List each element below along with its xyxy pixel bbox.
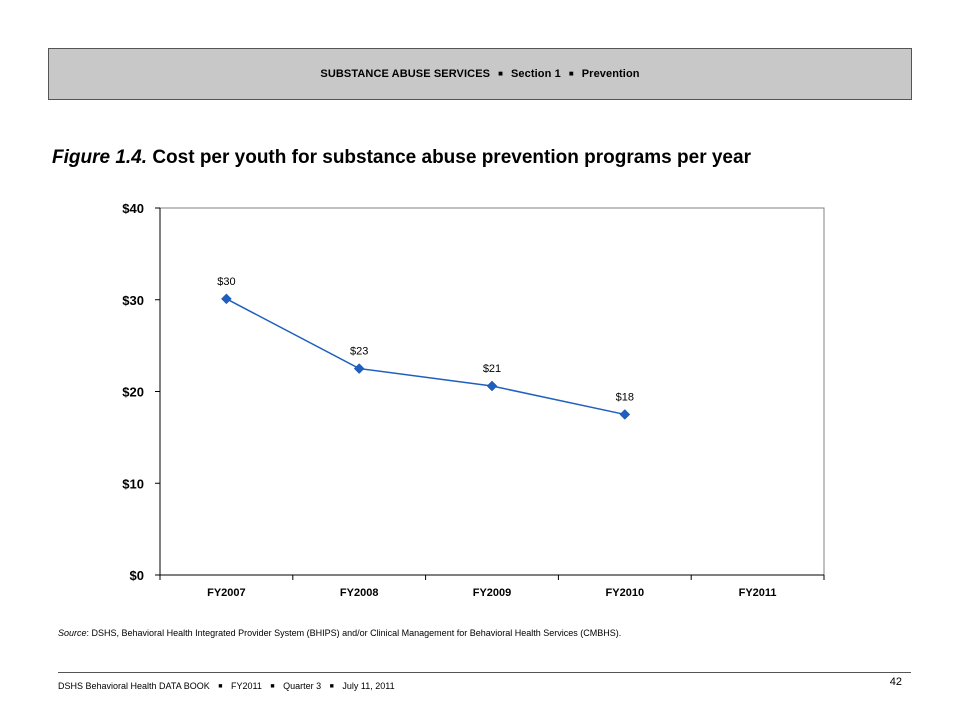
plot-area (159, 207, 825, 576)
footer-divider (58, 672, 911, 673)
data-label: $21 (483, 363, 501, 375)
section-header: SUBSTANCE ABUSE SERVICES ■ Section 1 ■ P… (48, 48, 912, 100)
header-topic: Prevention (581, 68, 640, 80)
footer-fiscal-year: FY2011 (231, 681, 262, 691)
x-tick-label: FY2007 (207, 587, 246, 599)
data-point (619, 409, 631, 420)
header-separator: ■ (498, 68, 503, 78)
figure-label: Figure 1.4. (52, 147, 148, 168)
data-point (486, 380, 498, 392)
figure-title: Figure 1.4. Cost per youth for substance… (52, 147, 932, 169)
page-number: 42 (889, 676, 902, 688)
footer: DSHS Behavioral Health DATA BOOK ■ FY201… (58, 681, 395, 691)
y-tick-label: $20 (122, 385, 144, 400)
source-label: Source (58, 628, 87, 638)
y-tick-label: $30 (122, 293, 144, 308)
x-tick-label: FY2008 (340, 587, 379, 599)
data-point (353, 363, 365, 374)
footer-quarter: Quarter 3 (283, 681, 322, 691)
data-label: $23 (350, 346, 368, 358)
header-separator: ■ (568, 68, 574, 78)
footer-separator: ■ (329, 683, 334, 690)
series-line (226, 298, 625, 416)
y-tick-label: $0 (130, 568, 144, 583)
y-tick-label: $10 (122, 476, 144, 491)
footer-publication: DSHS Behavioral Health DATA BOOK (58, 681, 210, 691)
header-section: Section 1 (511, 68, 561, 80)
data-label: $18 (616, 391, 634, 403)
x-tick-label: FY2011 (739, 587, 777, 599)
data-point (221, 293, 232, 305)
y-tick-label: $40 (122, 201, 144, 216)
source-text: : DSHS, Behavioral Health Integrated Pro… (86, 628, 622, 638)
footer-date: July 11, 2011 (342, 681, 395, 691)
figure-title-text: Cost per youth for substance abuse preve… (152, 147, 751, 168)
source-note: Source: DSHS, Behavioral Health Integrat… (58, 628, 918, 638)
x-tick-label: FY2010 (606, 587, 645, 599)
data-label: $30 (217, 276, 235, 288)
footer-separator: ■ (270, 683, 275, 690)
footer-separator: ■ (218, 683, 223, 690)
x-tick-label: FY2009 (473, 587, 512, 599)
header-title: SUBSTANCE ABUSE SERVICES (320, 68, 491, 80)
